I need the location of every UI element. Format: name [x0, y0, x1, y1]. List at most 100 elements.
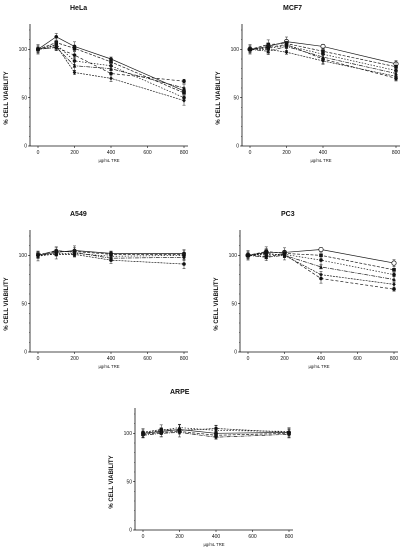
- data-point: [392, 268, 396, 272]
- data-point: [392, 287, 396, 291]
- chart-title: HeLa: [70, 5, 87, 12]
- data-point: [214, 435, 218, 440]
- x-tick-label: 600: [353, 356, 362, 362]
- chart-panel-hela: HeLa 0 50 100 0 200 400 600 800 µg/mL TRE % CELL V…: [4, 5, 188, 163]
- y-tick-label: 50: [231, 301, 237, 307]
- data-point: [182, 79, 186, 84]
- data-point: [72, 70, 77, 75]
- data-point: [394, 64, 398, 69]
- chart-panel-a549: A549 0 50 100 0 200 400 600 800 µg/mL TRE % CELL V…: [4, 211, 188, 369]
- y-tick-label: 0: [24, 144, 27, 150]
- x-tick-label: 800: [180, 150, 189, 156]
- data-point: [391, 260, 397, 266]
- x-tick-label: 0: [37, 150, 40, 156]
- series-5: [36, 249, 186, 269]
- y-tick-label: 100: [231, 47, 240, 53]
- x-tick-label: 0: [142, 534, 145, 540]
- x-axis-label: µg/mL TRE: [310, 158, 331, 163]
- y-tick-label: 50: [21, 301, 27, 307]
- data-point: [319, 276, 323, 281]
- data-point: [284, 42, 289, 47]
- y-tick-label: 100: [229, 253, 238, 259]
- x-tick-label: 200: [70, 150, 79, 156]
- data-point: [182, 255, 186, 260]
- x-tick-label: 200: [70, 356, 79, 362]
- x-axis-label: µg/mL TRE: [308, 364, 329, 369]
- x-tick-label: 800: [180, 356, 189, 362]
- data-point: [36, 253, 40, 258]
- chart-title: MCF7: [283, 5, 302, 12]
- data-point: [319, 264, 323, 269]
- chart-title: ARPE: [170, 389, 190, 396]
- x-tick-label: 0: [247, 356, 250, 362]
- data-point: [264, 254, 269, 259]
- y-tick-label: 50: [126, 479, 132, 485]
- data-point: [392, 277, 396, 282]
- series-5: [141, 424, 291, 438]
- data-point: [248, 47, 252, 52]
- series-4: [36, 43, 186, 92]
- x-tick-label: 200: [280, 356, 289, 362]
- x-tick-label: 600: [143, 150, 152, 156]
- y-tick-label: 100: [19, 47, 28, 53]
- data-point: [318, 246, 324, 253]
- data-point: [182, 262, 186, 266]
- data-point: [72, 63, 77, 68]
- x-axis-label: µg/mL TRE: [98, 364, 119, 369]
- y-tick-label: 100: [124, 431, 133, 437]
- data-point: [214, 426, 218, 431]
- x-axis-label: µg/mL TRE: [203, 542, 224, 547]
- series-6: [248, 40, 398, 81]
- data-point: [392, 282, 396, 287]
- data-point: [266, 45, 271, 50]
- data-point: [287, 430, 291, 435]
- chart-title: A549: [70, 211, 87, 218]
- data-point: [182, 85, 186, 90]
- data-point: [72, 46, 77, 51]
- data-point: [246, 253, 250, 258]
- y-tick-label: 0: [24, 350, 27, 356]
- data-point: [109, 66, 113, 71]
- series-line: [37, 47, 185, 82]
- chart-panel-pc3: PC3 0 50 100 0 200 400 600 800 µg/mL TRE % CELL VI…: [214, 211, 398, 369]
- data-point: [182, 98, 186, 103]
- data-point: [321, 57, 325, 61]
- y-tick-label: 50: [233, 95, 239, 101]
- data-point: [319, 258, 323, 262]
- data-point: [54, 45, 59, 50]
- y-tick-label: 0: [234, 350, 237, 356]
- data-point: [392, 272, 396, 277]
- x-tick-label: 400: [212, 534, 221, 540]
- data-point: [109, 258, 113, 262]
- x-tick-label: 800: [392, 150, 401, 156]
- x-tick-label: 400: [319, 150, 328, 156]
- data-point: [282, 252, 287, 257]
- data-point: [394, 76, 398, 81]
- x-tick-label: 0: [37, 356, 40, 362]
- x-tick-label: 0: [249, 150, 252, 156]
- data-point: [72, 252, 77, 257]
- y-axis-label: % CELL VIABILITY: [4, 277, 10, 330]
- data-point: [159, 427, 164, 432]
- data-point: [177, 428, 182, 433]
- data-point: [182, 91, 186, 95]
- chart-panel-arpe: ARPE 0 50 100 0 200 400 600 800 µg/mL TRE % CELL V…: [109, 389, 293, 547]
- series-1: [245, 246, 397, 267]
- x-tick-label: 200: [175, 534, 184, 540]
- series-6: [246, 250, 396, 292]
- x-tick-label: 800: [285, 534, 294, 540]
- data-point: [284, 50, 289, 55]
- data-point: [72, 53, 77, 57]
- chart-title: PC3: [281, 211, 295, 218]
- x-tick-label: 400: [107, 150, 116, 156]
- chart-panel-mcf7: MCF7 0 50 100 0 200 400 800 µg/mL TRE % CELL VIAB…: [216, 5, 400, 163]
- series-6: [36, 44, 186, 84]
- y-tick-label: 0: [236, 144, 239, 150]
- x-tick-label: 800: [390, 356, 399, 362]
- y-axis-label: % CELL VIABILITY: [216, 71, 222, 124]
- y-tick-label: 50: [21, 95, 27, 101]
- data-point: [54, 34, 59, 39]
- y-tick-label: 0: [129, 528, 132, 534]
- data-point: [109, 71, 113, 76]
